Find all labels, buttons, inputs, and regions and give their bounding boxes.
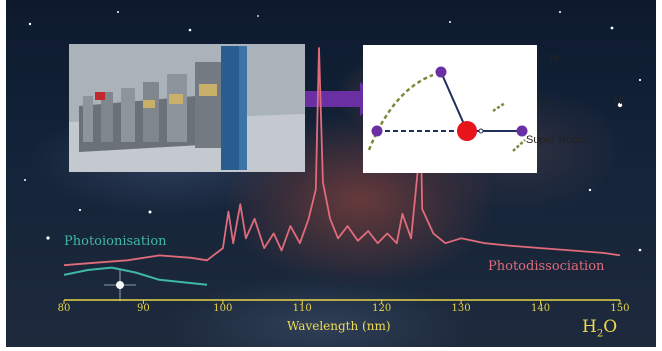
hydrogen-atom-top [435, 66, 447, 78]
x-tick-label: 80 [57, 303, 71, 314]
label-h-top: H [550, 52, 558, 64]
oxygen-atom [457, 121, 477, 141]
molecule-formula: H2O [582, 317, 617, 339]
label-super-rotor: Super Rotor [526, 134, 586, 146]
x-tick-label: 90 [137, 303, 150, 314]
water-molecule-diagram [363, 45, 537, 173]
rotation-arrow-top [492, 101, 506, 113]
series-line-photodissociation [63, 47, 621, 267]
formula-h: H [582, 317, 597, 337]
x-tick-label: 120 [372, 303, 392, 314]
oh-bond-top [440, 71, 468, 132]
border-right [656, 0, 662, 351]
x-axis-label: Wavelength (nm) [287, 319, 391, 333]
border-bottom [0, 347, 662, 351]
star-field [24, 11, 642, 301]
series-label-photodissociation: Photodissociation [488, 259, 605, 274]
series-label-photoionisation: Photoionisation [64, 234, 167, 249]
center-of-mass-marker [478, 128, 484, 134]
beamline-illustration [69, 44, 305, 172]
rotation-arrow-bottom [512, 139, 526, 152]
synchrotron-beamline-photo [69, 44, 305, 172]
molecule-schematic [367, 66, 528, 152]
label-o: O [537, 98, 546, 110]
formula-subscript: 2 [596, 328, 604, 340]
x-tick-label: 130 [451, 303, 471, 314]
formula-o: O [603, 317, 618, 337]
label-h-right: H [614, 95, 622, 107]
series-line-photoionisation [63, 266, 208, 286]
x-tick-label: 150 [610, 303, 630, 314]
border-left [0, 0, 6, 351]
x-tick-label: 110 [292, 303, 312, 314]
hydrogen-atom-left [371, 125, 383, 137]
hydrogen-atom-right [516, 125, 528, 137]
x-tick-label: 140 [530, 303, 551, 314]
x-tick-label: 100 [213, 303, 233, 314]
rotation-arrow-left [367, 73, 434, 151]
